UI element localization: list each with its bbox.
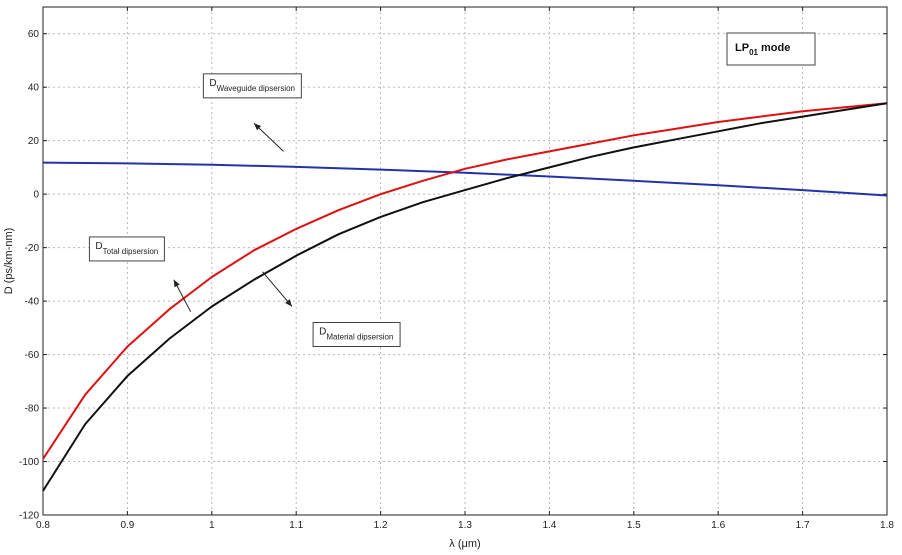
annotation-label-sub: Material dipsersion	[326, 332, 393, 341]
y-tick-label: -120	[19, 511, 39, 522]
y-tick-label: -100	[19, 457, 39, 468]
mode-legend-main: LP	[735, 42, 749, 54]
mode-legend-suffix: mode	[758, 42, 790, 54]
series-line-material	[42, 102, 888, 492]
annotation-box	[88, 236, 165, 262]
annotation-label: DWaveguide dipsersion	[209, 78, 295, 93]
x-tick-label: 1.6	[711, 520, 725, 531]
mode-legend-box	[726, 32, 816, 66]
x-tick-label: 1.5	[627, 520, 641, 531]
x-tick-label: 1.8	[880, 520, 894, 531]
annotation-material: DMaterial dipsersion	[262, 271, 401, 347]
y-tick-label: -60	[25, 350, 40, 361]
annotation-arrow-shaft	[262, 271, 293, 307]
grid	[43, 7, 887, 515]
x-tick-label: 0.9	[120, 520, 134, 531]
x-tick-label: 1.7	[796, 520, 810, 531]
mode-legend: LP01 mode	[726, 32, 816, 66]
series-line-total	[42, 102, 888, 460]
annotation-box	[202, 73, 302, 99]
y-tick-label: 40	[28, 83, 40, 94]
x-tick-label: 1.1	[289, 520, 303, 531]
x-tick-label: 0.8	[36, 520, 50, 531]
x-tick-label: 1.2	[374, 520, 388, 531]
y-axis-label: D (ps/km-nm)	[3, 228, 15, 295]
y-tick-label: -40	[25, 297, 40, 308]
annotation-label: DTotal dipsersion	[95, 241, 158, 256]
series-line-waveguide	[42, 161, 888, 197]
annotation-label-sub: Waveguide dipsersion	[217, 84, 295, 93]
mode-legend-sub: 01	[749, 48, 758, 57]
annotation-label-main: D	[209, 78, 216, 89]
annotation-label-main: D	[95, 241, 102, 252]
x-axis-label: λ (μm)	[449, 538, 480, 550]
annotation-box	[312, 321, 401, 347]
y-tick-label: 60	[28, 29, 40, 40]
x-tick-label: 1.3	[458, 520, 472, 531]
y-tick-label: 20	[28, 136, 40, 147]
y-tick-label: 0	[33, 190, 39, 201]
annotation-label-main: D	[319, 326, 326, 337]
annotation-waveguide: DWaveguide dipsersion	[202, 73, 302, 152]
annotation-label-sub: Total dipsersion	[103, 247, 159, 256]
y-tick-label: -80	[25, 404, 40, 415]
annotation-arrow-head	[173, 279, 180, 288]
annotation-arrow-head	[254, 123, 262, 131]
annotation-label: DMaterial dipsersion	[319, 326, 393, 341]
annotation-total: DTotal dipsersion	[88, 236, 192, 313]
y-tick-label: -20	[25, 243, 40, 254]
x-tick-label: 1	[209, 520, 215, 531]
x-tick-label: 1.4	[542, 520, 556, 531]
axis-ticks: 0.8 0.9 1 1.1 1.2 1.3 1.4 1.5 1.6 1.7 1.8 -120 -100 -…	[19, 7, 894, 531]
annotation-arrow-head	[285, 299, 292, 307]
mode-legend-text: LP01 mode	[735, 42, 790, 57]
